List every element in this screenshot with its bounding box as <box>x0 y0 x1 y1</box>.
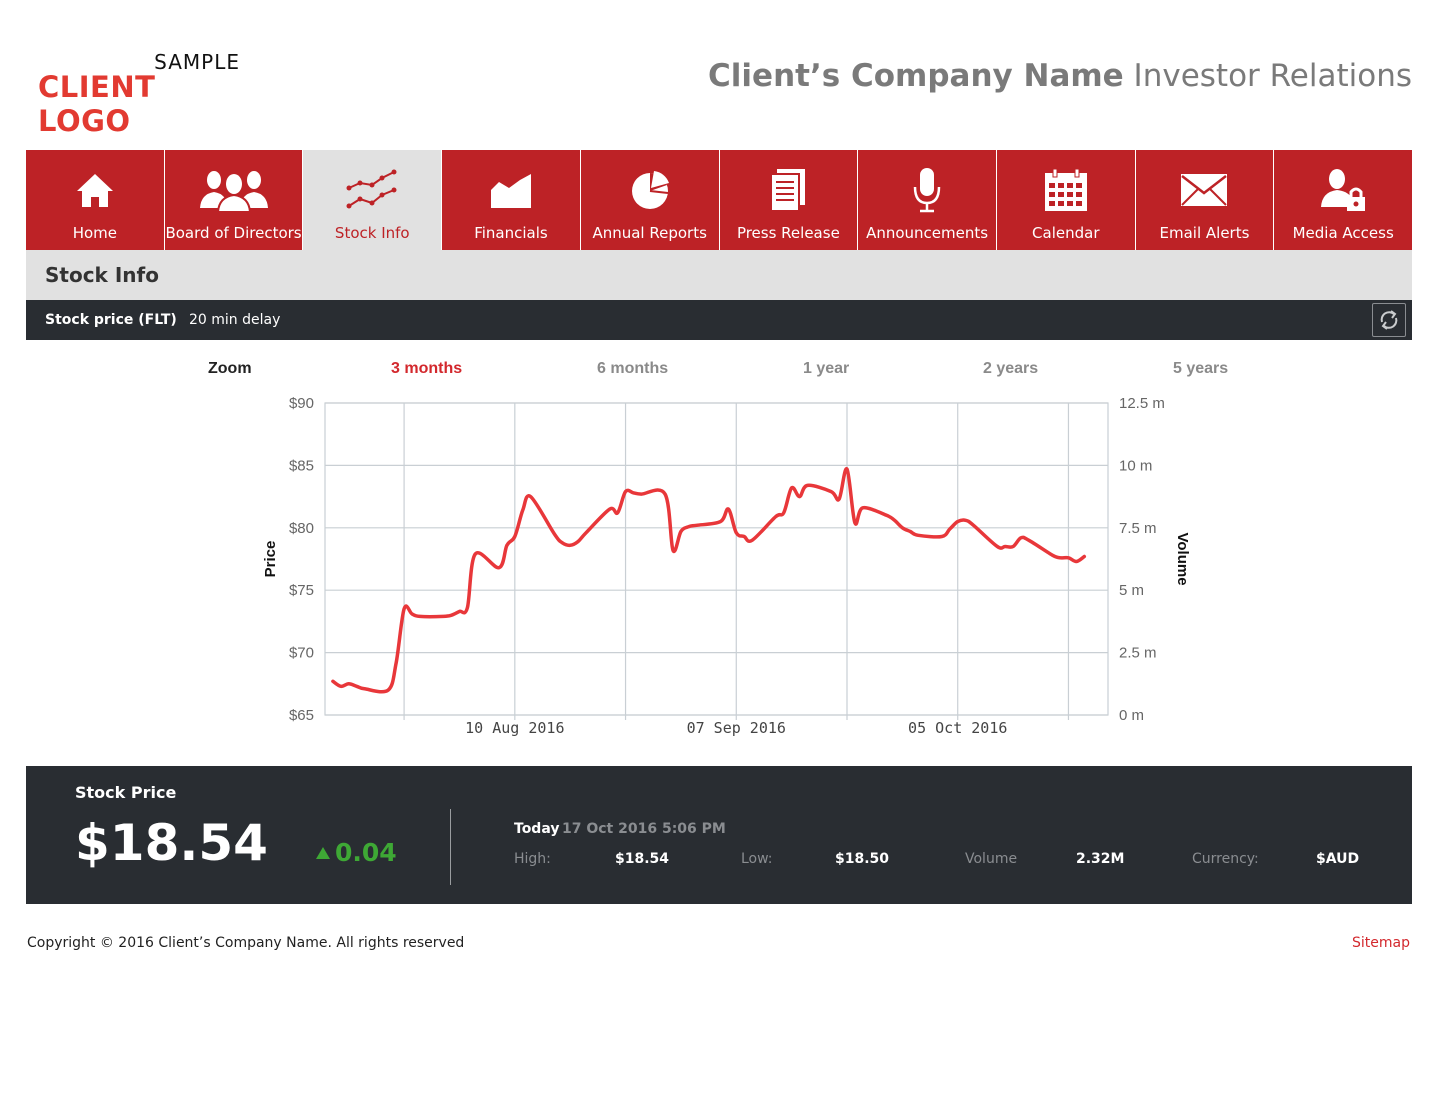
delay-label: 20 min delay <box>189 312 281 328</box>
nav-label: Media Access <box>1292 224 1394 242</box>
high-label: High: <box>514 851 551 867</box>
company-name: Client’s Company Name <box>708 58 1124 94</box>
low-value: $18.50 <box>835 851 890 867</box>
volume-label: Volume <box>965 851 1018 867</box>
nav-item-home[interactable]: Home <box>26 150 165 250</box>
stock-price-chart[interactable]: $90 $85 $80 $75 $70 $65 12.5 m 10 m 7.5 m 5 m 2.5… <box>0 380 1438 750</box>
nav-label: Financials <box>474 224 548 242</box>
pie-chart-icon <box>627 150 673 224</box>
nav-item-stock-info[interactable]: Stock Info <box>303 150 443 250</box>
y-axis-label: Price <box>262 541 279 578</box>
quote-date: 17 Oct 2016 5:06 PM <box>562 821 726 837</box>
logo-line2: CLIENT LOGO <box>38 70 156 138</box>
microphone-icon <box>912 150 942 224</box>
zoom-6-months[interactable]: 6 months <box>597 360 669 377</box>
nav-item-annual-reports[interactable]: Annual Reports <box>580 150 720 250</box>
stock-price-bar: Stock price (FLT) 20 min delay <box>26 300 1412 340</box>
calendar-icon <box>1044 150 1088 224</box>
user-lock-icon <box>1319 150 1367 224</box>
current-price: $18.54 <box>75 814 268 872</box>
y2-tick-label: 5 m <box>1119 582 1144 599</box>
ticker-label: Stock price (FLT) <box>45 312 177 328</box>
refresh-button[interactable] <box>1372 303 1406 337</box>
nav-item-financials[interactable]: Financials <box>442 150 581 250</box>
logo-line1: SAMPLE <box>154 50 240 74</box>
y2-tick-label: 12.5 m <box>1119 395 1165 412</box>
zoom-label: Zoom <box>208 360 252 377</box>
y-tick-label: $90 <box>289 395 314 412</box>
summary-divider <box>450 809 451 885</box>
site-title: Client’s Company Name Investor Relations <box>708 58 1412 94</box>
y2-tick-label: 10 m <box>1119 457 1152 474</box>
nav-label: Home <box>72 224 117 242</box>
plot-frame <box>324 402 1109 716</box>
sitemap-link[interactable]: Sitemap <box>1352 935 1410 951</box>
area-chart-icon <box>489 150 533 224</box>
x-tick-label: 10 Aug 2016 <box>465 719 564 737</box>
low-label: Low: <box>741 851 773 867</box>
y2-tick-label: 7.5 m <box>1119 520 1157 537</box>
section-header: Stock Info <box>26 250 1412 300</box>
zoom-2-years[interactable]: 2 years <box>983 360 1039 377</box>
y-tick-label: $80 <box>289 520 314 537</box>
document-icon <box>768 150 808 224</box>
envelope-icon <box>1180 150 1228 224</box>
nav-label: Announcements <box>866 224 989 242</box>
nav-item-press-release[interactable]: Press Release <box>719 150 859 250</box>
nav-label: Calendar <box>1032 224 1100 242</box>
high-value: $18.54 <box>615 851 670 867</box>
x-axis-ticks: 10 Aug 2016 07 Sep 2016 05 Oct 2016 <box>465 719 1007 737</box>
stock-summary-panel: Stock Price $18.54 0.04 Today 17 Oct 201… <box>26 766 1412 904</box>
y2-axis-label: Volume <box>1174 532 1191 585</box>
nav-label: Press Release <box>736 224 840 242</box>
y-tick-label: $65 <box>289 707 314 724</box>
chart-grid <box>324 402 1109 720</box>
price-change-value: 0.04 <box>335 838 397 867</box>
price-series-line <box>331 467 1087 694</box>
site-title-suffix: Investor Relations <box>1123 58 1412 94</box>
refresh-icon <box>1380 310 1398 330</box>
y-tick-label: $75 <box>289 582 314 599</box>
zoom-1-year[interactable]: 1 year <box>803 360 850 377</box>
stock-chart-icon <box>346 150 398 224</box>
nav-item-announcements[interactable]: Announcements <box>858 150 997 250</box>
nav-label: Stock Info <box>334 224 410 242</box>
y2-tick-label: 0 m <box>1119 707 1144 724</box>
zoom-3-months[interactable]: 3 months <box>391 360 463 377</box>
nav-label: Annual Reports <box>592 224 707 242</box>
currency-label: Currency: <box>1192 851 1259 867</box>
client-logo[interactable]: SAMPLE CLIENT LOGO <box>38 50 248 138</box>
people-icon <box>198 150 270 224</box>
price-change: 0.04 <box>316 838 397 867</box>
x-tick-label: 07 Sep 2016 <box>687 719 786 737</box>
nav-item-media-access[interactable]: Media Access <box>1274 150 1413 250</box>
copyright-text: Copyright © 2016 Client’s Company Name. … <box>27 935 465 951</box>
zoom-5-years[interactable]: 5 years <box>1173 360 1229 377</box>
today-label: Today <box>514 821 560 837</box>
x-tick-label: 05 Oct 2016 <box>908 719 1007 737</box>
currency-value: $AUD <box>1316 851 1360 867</box>
nav-label: Board of Directors <box>165 224 302 242</box>
y-tick-label: $70 <box>289 645 314 662</box>
volume-value: 2.32M <box>1076 851 1125 867</box>
summary-title: Stock Price <box>75 783 177 802</box>
y-axis-ticks: $90 $85 $80 $75 $70 $65 <box>289 395 314 724</box>
home-icon <box>75 150 115 224</box>
main-nav: Home Board of Directors <box>26 150 1413 250</box>
y-tick-label: $85 <box>289 457 314 474</box>
y2-tick-label: 2.5 m <box>1119 645 1157 662</box>
nav-item-email-alerts[interactable]: Email Alerts <box>1135 150 1275 250</box>
nav-item-board-of-directors[interactable]: Board of Directors <box>164 150 304 250</box>
y2-axis-ticks: 12.5 m 10 m 7.5 m 5 m 2.5 m 0 m <box>1119 395 1165 724</box>
nav-label: Email Alerts <box>1159 224 1250 242</box>
section-title: Stock Info <box>45 263 159 287</box>
nav-item-calendar[interactable]: Calendar <box>996 150 1136 250</box>
up-arrow-icon <box>316 846 330 859</box>
